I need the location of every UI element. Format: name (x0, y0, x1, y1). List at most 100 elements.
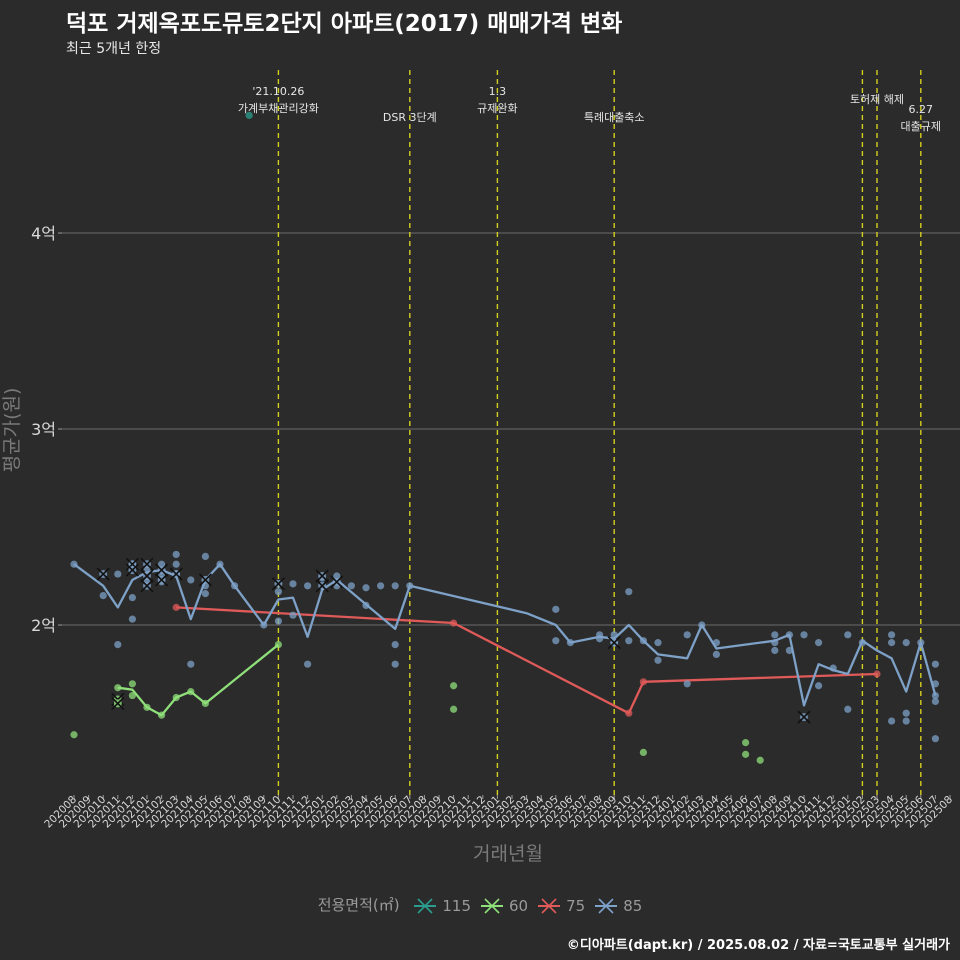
cancel-mark-icon (271, 577, 285, 591)
data-point-85 (260, 621, 268, 629)
legend: 전용면적(㎡) 115 60 75 85 (0, 894, 960, 915)
data-point-60 (128, 691, 136, 700)
data-point-85 (552, 605, 560, 613)
event-label: 대출규제 (901, 120, 941, 133)
data-point-85 (172, 560, 180, 568)
cancel-mark-icon (315, 569, 329, 583)
data-point-85 (639, 637, 648, 645)
data-point-85 (698, 621, 706, 629)
legend-label: 115 (442, 896, 472, 915)
data-point-85 (187, 660, 195, 668)
data-point-60 (172, 693, 180, 702)
data-point-85 (552, 637, 560, 645)
axis-layer: 2억3억4억2020082020092020102020112020122021… (31, 224, 955, 830)
y-tick-label: 2억 (31, 616, 56, 635)
cancel-mark-icon (607, 636, 621, 650)
x-axis-title: 거래년월 (473, 843, 543, 865)
event-label: 토허제 해제 (850, 92, 904, 106)
data-point-85 (785, 631, 794, 639)
cancel-mark-icon (169, 567, 183, 581)
data-point-60 (70, 731, 78, 739)
event-label: 가계부채관리강화 (238, 102, 319, 115)
data-point-115 (245, 111, 253, 119)
data-point-85 (333, 572, 341, 580)
cancel-mark-icon (140, 569, 154, 583)
data-point-85 (931, 735, 940, 743)
legend-label: 85 (623, 896, 643, 915)
legend-item-85: 85 (593, 896, 642, 915)
source-caption: ©디아파트(dapt.kr) / 2025.08.02 / 자료=국토교통부 실… (566, 938, 950, 953)
data-point-85 (902, 717, 910, 725)
data-point-75 (450, 619, 458, 627)
data-point-85 (654, 639, 662, 647)
data-point-85 (289, 611, 297, 619)
cancel-mark-icon (198, 573, 212, 587)
data-point-85 (158, 560, 166, 568)
data-point-75 (172, 603, 180, 611)
data-point-85 (917, 639, 925, 647)
cancel-mark-icon (155, 563, 169, 577)
data-point-60 (201, 699, 209, 708)
cancel-mark-icon (125, 563, 139, 577)
data-point-85 (683, 680, 691, 688)
data-point-85 (902, 639, 910, 647)
data-point-85 (683, 631, 691, 639)
data-point-85 (304, 582, 312, 590)
data-point-75 (873, 670, 881, 678)
event-label: '21.10.26 (252, 85, 304, 98)
legend-swatch-cross (541, 898, 557, 914)
legend-swatch-cross (417, 898, 433, 914)
data-point-85 (172, 550, 180, 559)
chart-subtitle: 최근 5개년 한정 (66, 41, 162, 57)
legend-swatch-icon (538, 898, 561, 914)
data-point-85 (888, 639, 896, 647)
data-point-75 (625, 709, 633, 717)
data-point-85 (888, 631, 896, 639)
data-point-85 (362, 584, 370, 592)
data-point-60 (187, 688, 195, 696)
data-point-60 (114, 684, 122, 692)
cancel-mark-icon (797, 710, 811, 724)
point-layer (70, 111, 940, 764)
series-line-75 (176, 606, 878, 715)
data-point-85 (304, 660, 312, 668)
legend-swatch-icon (595, 898, 618, 914)
data-point-85 (771, 631, 779, 639)
data-point-85 (391, 660, 399, 668)
data-point-85 (829, 664, 837, 672)
event-label: 특례대출축소 (584, 111, 645, 124)
data-point-85 (114, 641, 122, 649)
data-point-85 (712, 639, 721, 647)
data-point-85 (391, 582, 399, 590)
event-label: 규제완화 (477, 102, 517, 115)
data-point-60 (143, 703, 151, 711)
cancel-mark-icon (315, 579, 329, 593)
data-point-75 (639, 678, 648, 686)
data-point-85 (187, 576, 195, 584)
data-point-60 (742, 750, 750, 758)
data-point-85 (815, 639, 823, 647)
data-point-85 (931, 691, 940, 700)
data-point-85 (785, 646, 794, 655)
cancel-mark-icon (140, 557, 154, 571)
legend-swatch-icon (481, 898, 504, 914)
legend-swatch-icon (414, 898, 437, 914)
data-point-85 (274, 617, 282, 625)
data-point-85 (216, 560, 224, 568)
series-line-60 (117, 643, 280, 717)
cancel-mark-icon (140, 579, 154, 593)
data-point-85 (625, 637, 633, 645)
legend-swatch-cross (484, 898, 500, 914)
data-point-85 (931, 697, 940, 706)
data-point-85 (931, 660, 940, 668)
legend-label: 60 (509, 896, 529, 915)
data-point-85 (771, 646, 779, 655)
data-point-85 (70, 560, 78, 568)
cancel-mark-icon (96, 567, 110, 581)
data-point-60 (450, 682, 458, 690)
data-point-85 (274, 588, 282, 596)
data-point-60 (639, 748, 648, 757)
data-point-85 (391, 641, 399, 649)
data-point-60 (158, 711, 166, 719)
